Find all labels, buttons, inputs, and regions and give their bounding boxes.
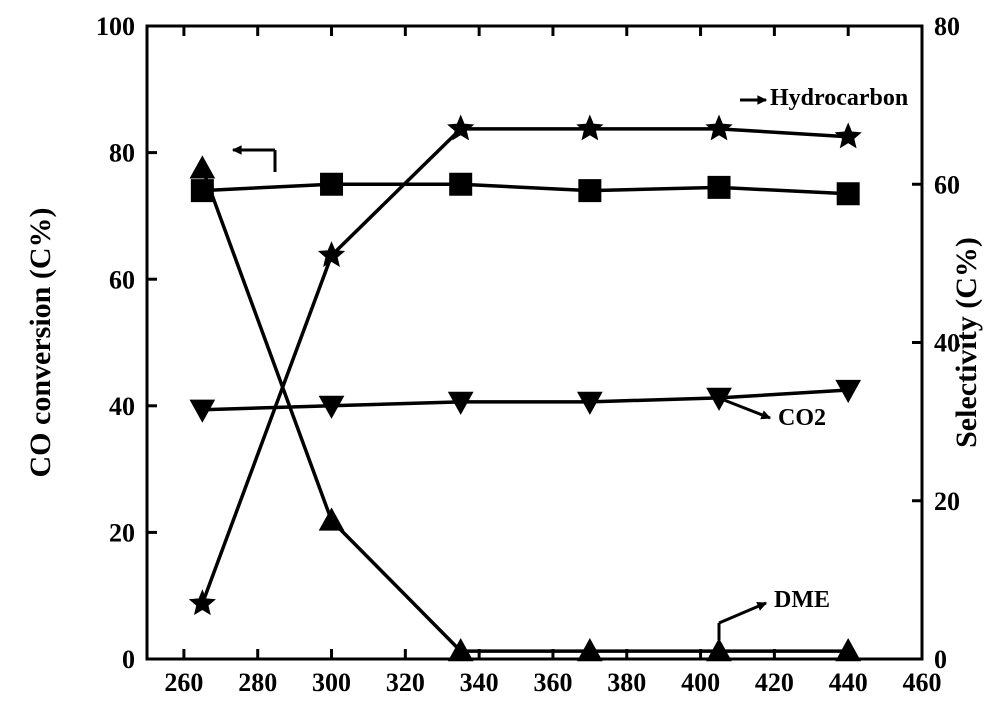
y-left-tick-label: 0 — [122, 645, 135, 674]
y-left-axis-label: CO conversion (C%) — [24, 208, 57, 478]
y-right-tick-label: 80 — [934, 12, 960, 41]
series-marker-co-conversion — [450, 173, 472, 195]
x-tick-label: 420 — [755, 668, 794, 697]
x-tick-label: 360 — [533, 668, 572, 697]
annotation-label: DME — [774, 587, 830, 613]
series-marker-co-conversion — [579, 180, 601, 202]
annotation-label: CO2 — [778, 405, 826, 431]
y-left-tick-label: 100 — [96, 12, 135, 41]
y-right-tick-label: 20 — [934, 487, 960, 516]
annotation-label: Hydrocarbon — [770, 85, 908, 111]
y-left-tick-label: 40 — [109, 392, 135, 421]
y-right-axis-label: Selectivity (C%) — [950, 237, 983, 448]
dual-axis-line-chart: 2602803003203403603804004204404600204060… — [0, 0, 1000, 718]
series-marker-co-conversion — [837, 183, 859, 205]
x-tick-label: 340 — [460, 668, 499, 697]
y-right-tick-label: 0 — [934, 645, 947, 674]
x-tick-label: 260 — [164, 668, 203, 697]
x-tick-label: 380 — [607, 668, 646, 697]
series-marker-co-conversion — [708, 176, 730, 198]
x-tick-label: 320 — [386, 668, 425, 697]
y-left-tick-label: 20 — [109, 519, 135, 548]
y-left-tick-label: 80 — [109, 139, 135, 168]
series-marker-co-conversion — [321, 173, 343, 195]
x-tick-label: 440 — [829, 668, 868, 697]
x-tick-label: 400 — [681, 668, 720, 697]
x-tick-label: 300 — [312, 668, 351, 697]
y-right-tick-label: 60 — [934, 170, 960, 199]
x-tick-label: 280 — [238, 668, 277, 697]
y-left-tick-label: 60 — [109, 265, 135, 294]
